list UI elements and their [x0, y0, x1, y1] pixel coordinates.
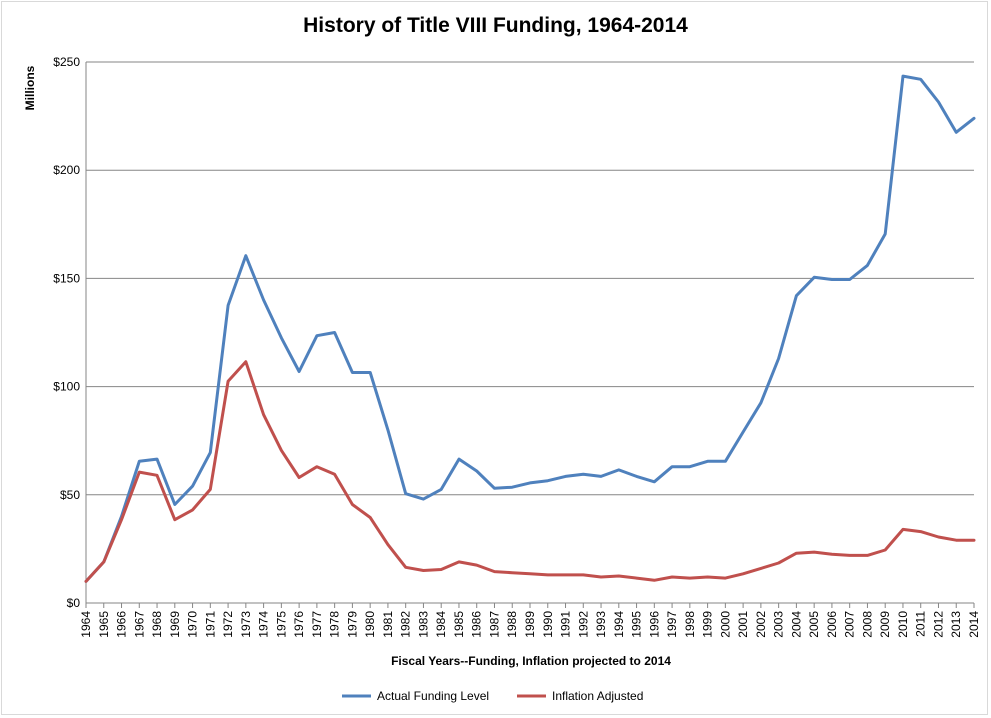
- x-tick-label: 2012: [931, 611, 945, 638]
- x-tick-label: 1977: [310, 611, 324, 638]
- x-tick-label: 1996: [647, 611, 661, 638]
- x-tick-label: 1970: [186, 611, 200, 638]
- series-lines: [84, 74, 976, 583]
- x-tick-label: 1976: [292, 611, 306, 638]
- x-tick-label: 1985: [452, 611, 466, 638]
- x-tick-label: 1984: [434, 611, 448, 638]
- x-tick-label: 1974: [257, 611, 271, 638]
- x-tick-label: 1969: [168, 611, 182, 638]
- chart-title: History of Title VIII Funding, 1964-2014: [303, 14, 688, 37]
- x-tick-label: 1964: [79, 611, 93, 638]
- y-tick-label: $100: [53, 380, 80, 394]
- series-line-2: [84, 360, 976, 583]
- legend: Actual Funding Level Inflation Adjusted: [342, 689, 643, 703]
- x-tick-label: 1989: [523, 611, 537, 638]
- x-tick-label: 1983: [416, 611, 430, 638]
- x-tick-label: 1979: [345, 611, 359, 638]
- x-tick-label: 1981: [381, 611, 395, 638]
- x-tick-label: 1978: [328, 611, 342, 638]
- x-tick-label: 1987: [487, 611, 501, 638]
- axes: [85, 62, 975, 608]
- x-tick-label: 1995: [630, 611, 644, 638]
- x-tick-label: 2003: [772, 611, 786, 638]
- x-tick-label: 1998: [683, 611, 697, 638]
- x-tick-label: 1991: [559, 611, 573, 638]
- tick-labels: $0 $50 $100 $150 $200 $250 1964 1965 1966 1967 196…: [53, 55, 981, 638]
- x-tick-label: 1997: [665, 611, 679, 638]
- x-tick-label: 1972: [221, 611, 235, 638]
- y-tick-label: $0: [67, 596, 81, 610]
- x-tick-label: 2011: [914, 611, 928, 637]
- y-tick-label: $50: [60, 488, 80, 502]
- x-tick-label: 1967: [132, 611, 146, 638]
- x-tick-label: 1965: [97, 611, 111, 638]
- y-tick-label: $200: [53, 163, 80, 177]
- x-tick-label: 1988: [505, 611, 519, 638]
- x-tick-label: 2013: [949, 611, 963, 638]
- x-tick-label: 2004: [789, 611, 803, 638]
- x-tick-label: 2001: [736, 611, 750, 638]
- x-tick-label: 1993: [594, 611, 608, 638]
- x-tick-label: 2007: [843, 611, 857, 638]
- x-tick-label: 2005: [807, 611, 821, 638]
- x-tick-label: 1973: [239, 611, 253, 638]
- x-tick-label: 1980: [363, 611, 377, 638]
- x-tick-label: 2010: [896, 611, 910, 638]
- x-tick-label: 1982: [399, 611, 413, 638]
- y-tick-label: $150: [53, 271, 80, 285]
- x-tick-label: 2006: [825, 611, 839, 638]
- x-tick-label: 1994: [612, 611, 626, 638]
- y-axis-title: Millions: [23, 65, 37, 110]
- x-tick-label: 1968: [150, 611, 164, 638]
- x-tick-label: 1975: [274, 611, 288, 638]
- series-line-1: [84, 74, 976, 583]
- x-tick-label: 2008: [860, 611, 874, 638]
- x-tick-label: 1992: [576, 611, 590, 638]
- x-tick-label: 1986: [470, 611, 484, 638]
- x-tick-label: 2014: [967, 611, 981, 638]
- x-tick-label: 2002: [754, 611, 768, 638]
- x-tick-label: 1971: [203, 611, 217, 638]
- x-tick-label: 1999: [701, 611, 715, 638]
- x-tick-label: 2009: [878, 611, 892, 638]
- x-axis-title: Fiscal Years--Funding, Inflation project…: [391, 654, 671, 668]
- y-tick-label: $250: [53, 55, 80, 69]
- legend-label-1: Actual Funding Level: [377, 689, 489, 703]
- legend-label-2: Inflation Adjusted: [552, 689, 643, 703]
- x-tick-label: 1990: [541, 611, 555, 638]
- x-tick-label: 2000: [718, 611, 732, 638]
- x-tick-label: 1966: [115, 611, 129, 638]
